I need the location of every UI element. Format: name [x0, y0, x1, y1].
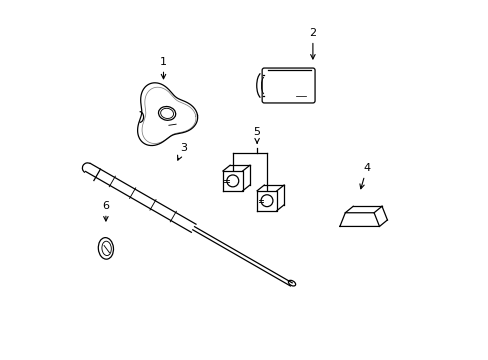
- Text: 3: 3: [177, 143, 186, 160]
- Text: 1: 1: [160, 57, 167, 79]
- Text: 6: 6: [102, 201, 109, 221]
- Text: 5: 5: [253, 127, 260, 143]
- Text: 2: 2: [309, 28, 316, 59]
- Text: 4: 4: [359, 163, 370, 189]
